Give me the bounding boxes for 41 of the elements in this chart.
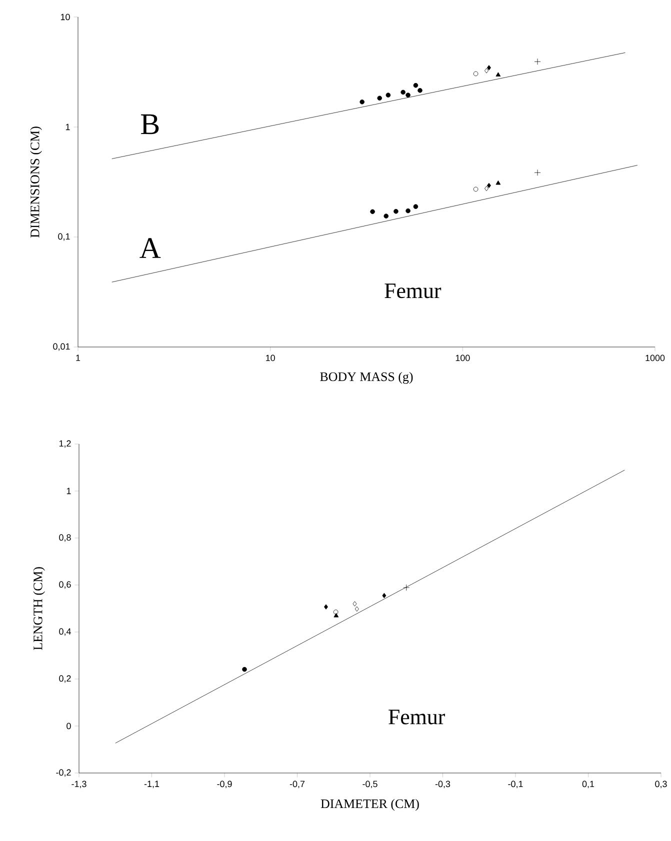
y-axis-title: DIMENSIONS (CM) — [30, 126, 42, 238]
y-tick-label: 0,2 — [59, 675, 71, 683]
x-tick-label: -0,3 — [435, 780, 450, 788]
x-tick-label: 1 — [76, 354, 80, 361]
x-tick-label: -1,1 — [144, 780, 160, 788]
point — [333, 610, 338, 614]
y-tick-label: 0,1 — [58, 233, 70, 241]
x-axis-title: BODY MASS (g) — [320, 372, 413, 384]
y-tick-label: 1 — [66, 124, 70, 130]
point — [354, 606, 359, 612]
y-tick-label: 10 — [60, 14, 70, 20]
point — [352, 601, 357, 606]
point — [324, 604, 328, 610]
x-tick-label: 0,3 — [655, 780, 667, 788]
y-tick-label: 0,8 — [59, 534, 71, 542]
x-tick-label: 10 — [266, 354, 275, 362]
y-axis-title: LENGTH (CM) — [33, 567, 45, 650]
x-tick-label: -0,5 — [362, 780, 378, 788]
x-axis-title: DIAMETER (CM) — [320, 799, 419, 811]
y-tick-label: 0,6 — [59, 581, 71, 589]
x-tick-label: 100 — [456, 354, 470, 362]
x-tick-label: 1000 — [646, 354, 665, 362]
annotation: Femur — [384, 284, 442, 298]
annotation: Femur — [388, 710, 445, 724]
annotation: A — [140, 238, 161, 258]
y-tick-label: -0,2 — [56, 769, 71, 777]
point — [242, 666, 247, 672]
point — [403, 584, 410, 591]
x-tick-label: -0,1 — [508, 780, 523, 788]
x-tick-label: 0,1 — [582, 780, 594, 788]
y-tick-label: 1 — [66, 488, 71, 494]
y-tick-label: 1,2 — [59, 440, 71, 448]
y-tick-label: 0 — [66, 722, 71, 730]
y-tick-label: 0,4 — [59, 628, 71, 636]
point — [334, 612, 339, 618]
x-tick-label: -0,7 — [290, 780, 305, 788]
x-tick-label: -0,9 — [217, 780, 232, 788]
annotation: B — [141, 114, 159, 134]
y-tick-label: 0,01 — [53, 343, 70, 351]
point — [382, 592, 386, 598]
x-tick-label: -1,3 — [72, 780, 86, 788]
